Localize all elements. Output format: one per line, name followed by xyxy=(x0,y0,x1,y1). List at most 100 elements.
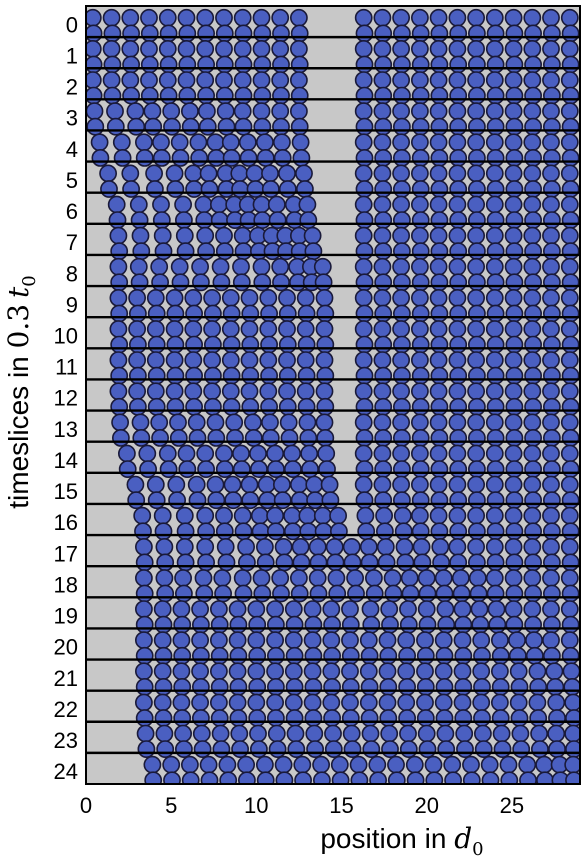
particle xyxy=(543,117,561,136)
particle xyxy=(109,257,128,276)
particle xyxy=(500,771,519,784)
particle xyxy=(139,460,158,479)
particle xyxy=(135,646,154,665)
particle xyxy=(561,584,580,603)
particle xyxy=(129,195,148,214)
particle xyxy=(505,366,524,385)
particle xyxy=(416,662,434,681)
particle xyxy=(253,24,272,43)
particle xyxy=(560,133,579,152)
timeslice-24-particles xyxy=(143,755,580,784)
particle xyxy=(233,569,252,587)
particle xyxy=(246,180,265,198)
particle xyxy=(467,475,486,494)
particle xyxy=(252,40,271,58)
particle xyxy=(380,600,399,619)
particle xyxy=(524,117,543,136)
particle xyxy=(505,148,524,167)
particle xyxy=(134,693,153,712)
particle xyxy=(373,40,392,58)
particle xyxy=(90,133,109,152)
particle xyxy=(467,553,486,572)
particle xyxy=(126,475,145,494)
particle xyxy=(411,180,430,198)
particle xyxy=(523,164,542,183)
particle xyxy=(354,444,373,463)
particle xyxy=(524,335,543,354)
particle xyxy=(249,740,268,759)
particle xyxy=(210,709,229,727)
particle xyxy=(207,428,226,447)
particle xyxy=(429,382,448,401)
particle xyxy=(343,553,362,572)
particle xyxy=(158,71,177,90)
particle xyxy=(211,257,230,276)
particle xyxy=(191,273,210,292)
particle xyxy=(410,133,429,152)
particle xyxy=(169,428,188,447)
particle xyxy=(359,631,378,650)
particle xyxy=(99,164,118,183)
particle xyxy=(523,288,542,307)
particle xyxy=(373,257,392,276)
particle xyxy=(392,211,411,230)
particle xyxy=(174,724,193,743)
particle xyxy=(128,351,147,370)
particle xyxy=(485,257,504,276)
particle xyxy=(418,584,437,603)
particle xyxy=(188,491,207,510)
particle xyxy=(305,475,324,494)
particle xyxy=(524,460,543,479)
particle xyxy=(287,740,306,759)
particle xyxy=(504,538,523,556)
particle xyxy=(448,351,467,370)
y-tick-label: 17 xyxy=(54,541,78,566)
particle xyxy=(112,428,130,447)
particle xyxy=(467,491,486,510)
particle xyxy=(561,304,580,323)
particle xyxy=(266,600,285,619)
particle xyxy=(229,615,248,634)
particle xyxy=(560,413,579,432)
particle xyxy=(375,522,394,541)
particle xyxy=(561,273,580,292)
particle xyxy=(217,553,236,572)
particle xyxy=(429,71,448,90)
particle xyxy=(136,724,155,743)
particle xyxy=(206,475,225,494)
particle xyxy=(233,8,252,27)
particle xyxy=(430,242,449,261)
particle xyxy=(546,678,565,696)
particle xyxy=(392,382,411,401)
particle xyxy=(234,584,253,603)
particle xyxy=(542,288,560,307)
particle xyxy=(410,195,429,214)
particle xyxy=(304,678,323,696)
particle xyxy=(320,475,339,494)
particle xyxy=(448,288,467,307)
particle xyxy=(159,460,178,479)
particle xyxy=(207,491,226,510)
particle xyxy=(212,273,231,292)
particle xyxy=(398,678,417,696)
particle xyxy=(467,86,486,105)
particle xyxy=(229,678,248,696)
particle xyxy=(173,678,192,696)
particle xyxy=(504,506,523,525)
particle xyxy=(354,288,373,307)
particle xyxy=(485,506,504,525)
particle xyxy=(485,538,504,556)
particle xyxy=(192,724,211,743)
particle xyxy=(317,444,336,463)
particle xyxy=(488,615,507,634)
particle xyxy=(176,242,195,261)
particle xyxy=(504,600,523,619)
particle xyxy=(191,693,210,712)
particle xyxy=(430,522,449,541)
particle xyxy=(289,102,308,121)
y-axis-label: timeslices in 0.3 t0 xyxy=(2,275,40,509)
y-tick-label: 7 xyxy=(66,230,78,255)
particle xyxy=(524,304,543,323)
particle xyxy=(448,475,467,494)
particle xyxy=(109,320,128,338)
